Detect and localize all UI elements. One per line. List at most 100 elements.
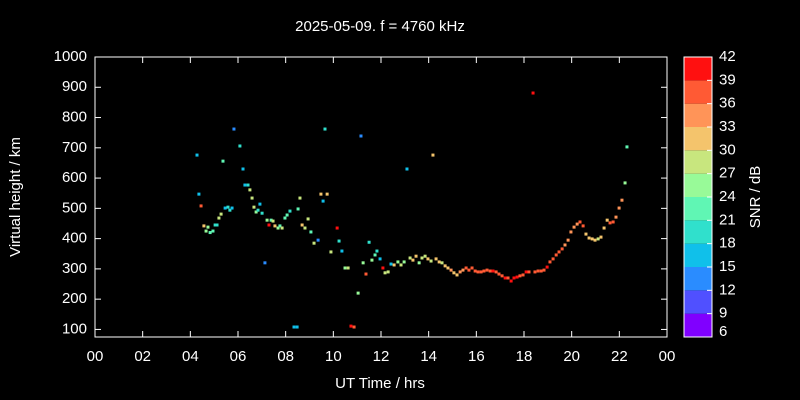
colorbar-band	[684, 313, 712, 337]
x-tick-label: 08	[277, 348, 294, 365]
data-point	[364, 272, 368, 276]
data-point	[386, 270, 390, 274]
colorbar-tick-label: 27	[719, 165, 736, 182]
data-point	[269, 218, 273, 222]
data-point	[533, 270, 537, 274]
data-point	[560, 247, 564, 251]
data-point	[531, 91, 535, 95]
x-tick-label: 14	[420, 348, 437, 365]
data-point	[557, 250, 561, 254]
data-point	[611, 220, 615, 224]
colorbar-tick-label: 39	[719, 71, 736, 88]
data-point	[408, 256, 412, 260]
x-tick-label: 20	[563, 348, 580, 365]
data-point	[617, 206, 621, 210]
data-point	[197, 192, 201, 196]
colorbar-tick-label: 30	[719, 141, 736, 158]
y-tick-label: 500	[62, 199, 87, 216]
colorbar-tick-label: 9	[719, 305, 727, 322]
data-point	[349, 324, 353, 328]
data-point	[467, 268, 471, 272]
data-point	[587, 236, 591, 240]
data-point	[288, 209, 292, 213]
data-point	[359, 134, 363, 138]
y-tick-label: 600	[62, 169, 87, 186]
data-point	[392, 263, 396, 267]
data-point	[449, 268, 453, 272]
data-point	[325, 192, 329, 196]
data-point	[335, 226, 339, 230]
data-point	[434, 257, 438, 261]
data-point	[199, 204, 203, 208]
data-point	[228, 208, 232, 212]
data-point	[226, 205, 230, 209]
data-point	[623, 181, 627, 185]
data-point	[217, 216, 221, 220]
colorbar-band	[684, 220, 712, 244]
colorbar-band	[684, 150, 712, 174]
data-point	[219, 212, 223, 216]
data-point	[267, 223, 271, 227]
data-point	[306, 217, 310, 221]
data-point	[252, 205, 256, 209]
y-tick-label: 800	[62, 109, 87, 126]
data-point	[265, 218, 269, 222]
y-tick-label: 900	[62, 78, 87, 95]
data-point	[285, 213, 289, 217]
data-point	[620, 198, 624, 202]
data-point	[512, 276, 516, 280]
data-point	[296, 207, 300, 211]
x-tick-label: 22	[611, 348, 628, 365]
data-point	[295, 325, 299, 329]
data-point	[515, 275, 519, 279]
data-point	[271, 219, 275, 223]
data-point	[464, 266, 468, 270]
data-point	[578, 220, 582, 224]
colorbar-band	[684, 197, 712, 221]
y-tick-label: 100	[62, 320, 87, 337]
data-point	[396, 260, 400, 264]
data-point	[238, 144, 242, 148]
x-tick-label: 06	[230, 348, 247, 365]
data-point	[572, 225, 576, 229]
data-point	[248, 188, 252, 192]
data-point	[373, 253, 377, 257]
y-tick-label: 1000	[54, 48, 87, 65]
data-point	[542, 268, 546, 272]
data-point	[316, 238, 320, 242]
data-point	[527, 270, 531, 274]
data-point	[590, 237, 594, 241]
data-point	[423, 254, 427, 258]
data-point	[539, 269, 543, 273]
data-point	[458, 270, 462, 274]
data-point	[206, 225, 210, 229]
data-point	[602, 226, 606, 230]
data-point	[548, 260, 552, 264]
data-point	[223, 206, 227, 210]
y-axis-label: Virtual height / km	[7, 137, 24, 257]
data-point	[263, 261, 267, 265]
data-point	[280, 226, 284, 230]
data-point	[370, 258, 374, 262]
colorbar-band	[684, 290, 712, 314]
data-point	[283, 216, 287, 220]
data-point	[431, 153, 435, 157]
data-point	[536, 269, 540, 273]
data-point	[312, 241, 316, 245]
data-point	[494, 270, 498, 274]
data-point	[440, 261, 444, 265]
data-point	[241, 167, 245, 171]
data-point	[258, 202, 262, 206]
data-point	[545, 265, 549, 269]
data-point	[399, 263, 403, 267]
data-point	[232, 127, 236, 131]
data-point	[476, 270, 480, 274]
x-tick-label: 04	[182, 348, 199, 365]
data-point	[300, 223, 304, 227]
data-point	[509, 279, 513, 283]
data-point	[389, 262, 393, 266]
data-point	[443, 264, 447, 268]
data-point	[298, 196, 302, 200]
